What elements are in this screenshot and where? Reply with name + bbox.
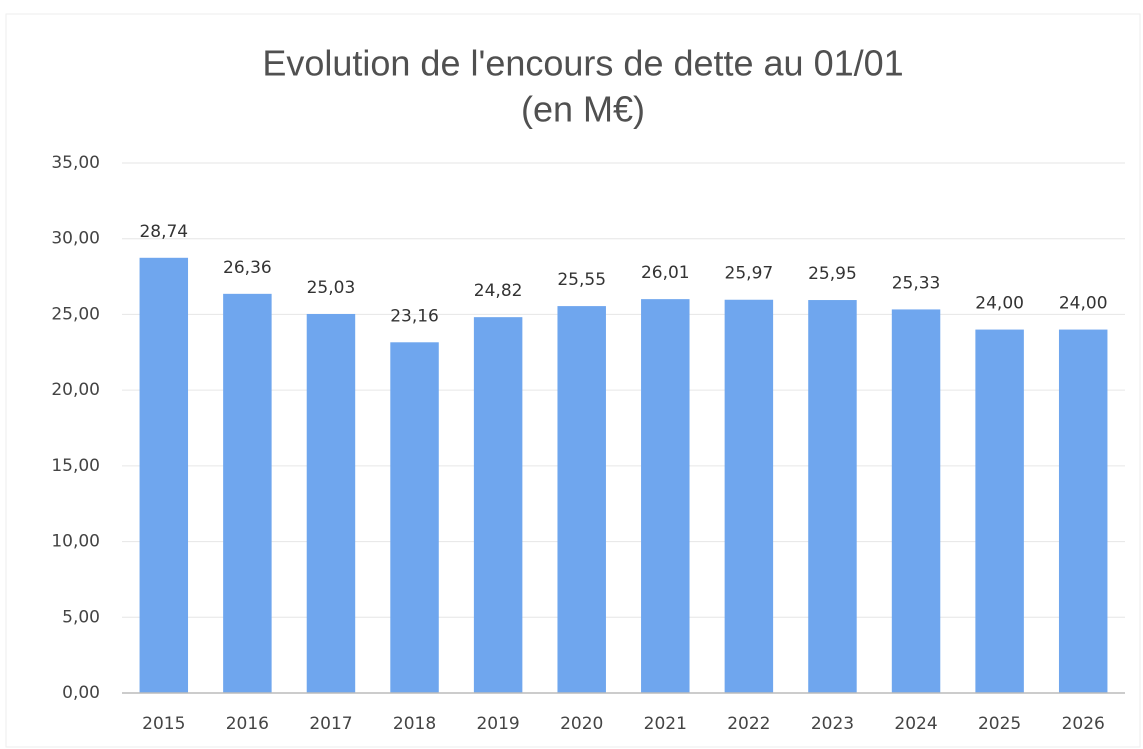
data-label: 24,82 (474, 281, 523, 301)
x-tick-label: 2023 (811, 714, 854, 734)
x-tick-label: 2017 (309, 714, 352, 734)
data-label: 25,95 (808, 264, 857, 284)
x-tick-label: 2022 (727, 714, 770, 734)
bar (1058, 329, 1108, 693)
data-label: 28,74 (139, 222, 188, 242)
y-tick-label: 20,00 (51, 380, 100, 400)
data-label: 26,36 (223, 258, 272, 278)
bar (891, 309, 941, 693)
data-label: 24,00 (1059, 294, 1108, 314)
data-label: 25,33 (892, 273, 941, 293)
x-tick-label: 2018 (393, 714, 436, 734)
bar (473, 317, 523, 693)
x-tick-label: 2024 (894, 714, 937, 734)
y-tick-label: 0,00 (62, 683, 100, 703)
bar (724, 299, 774, 693)
y-tick-label: 15,00 (51, 456, 100, 476)
y-tick-label: 10,00 (51, 532, 100, 552)
y-tick-label: 25,00 (51, 304, 100, 324)
data-label: 24,00 (975, 294, 1024, 314)
data-label: 25,55 (557, 270, 606, 290)
x-tick-label: 2026 (1062, 714, 1105, 734)
x-tick-label: 2016 (226, 714, 269, 734)
bar (139, 257, 189, 693)
bar (557, 306, 606, 693)
x-tick-label: 2021 (644, 714, 687, 734)
x-tick-label: 2025 (978, 714, 1021, 734)
y-tick-label: 5,00 (62, 607, 100, 627)
data-label: 25,97 (725, 264, 774, 284)
data-label: 26,01 (641, 263, 690, 283)
x-tick-label: 2020 (560, 714, 603, 734)
bar (306, 313, 356, 693)
chart-title: Evolution de l'encours de dette au 01/01 (262, 43, 903, 84)
data-label: 23,16 (390, 306, 439, 326)
bar (808, 300, 857, 693)
y-tick-label: 30,00 (51, 229, 100, 249)
chart-title: (en M€) (521, 89, 645, 130)
bar (223, 293, 272, 693)
x-tick-label: 2015 (142, 714, 185, 734)
y-tick-label: 35,00 (51, 153, 100, 173)
bar (641, 299, 690, 693)
data-label: 25,03 (307, 278, 356, 298)
x-tick-label: 2019 (476, 714, 519, 734)
bar (975, 329, 1024, 693)
bar (390, 342, 439, 693)
